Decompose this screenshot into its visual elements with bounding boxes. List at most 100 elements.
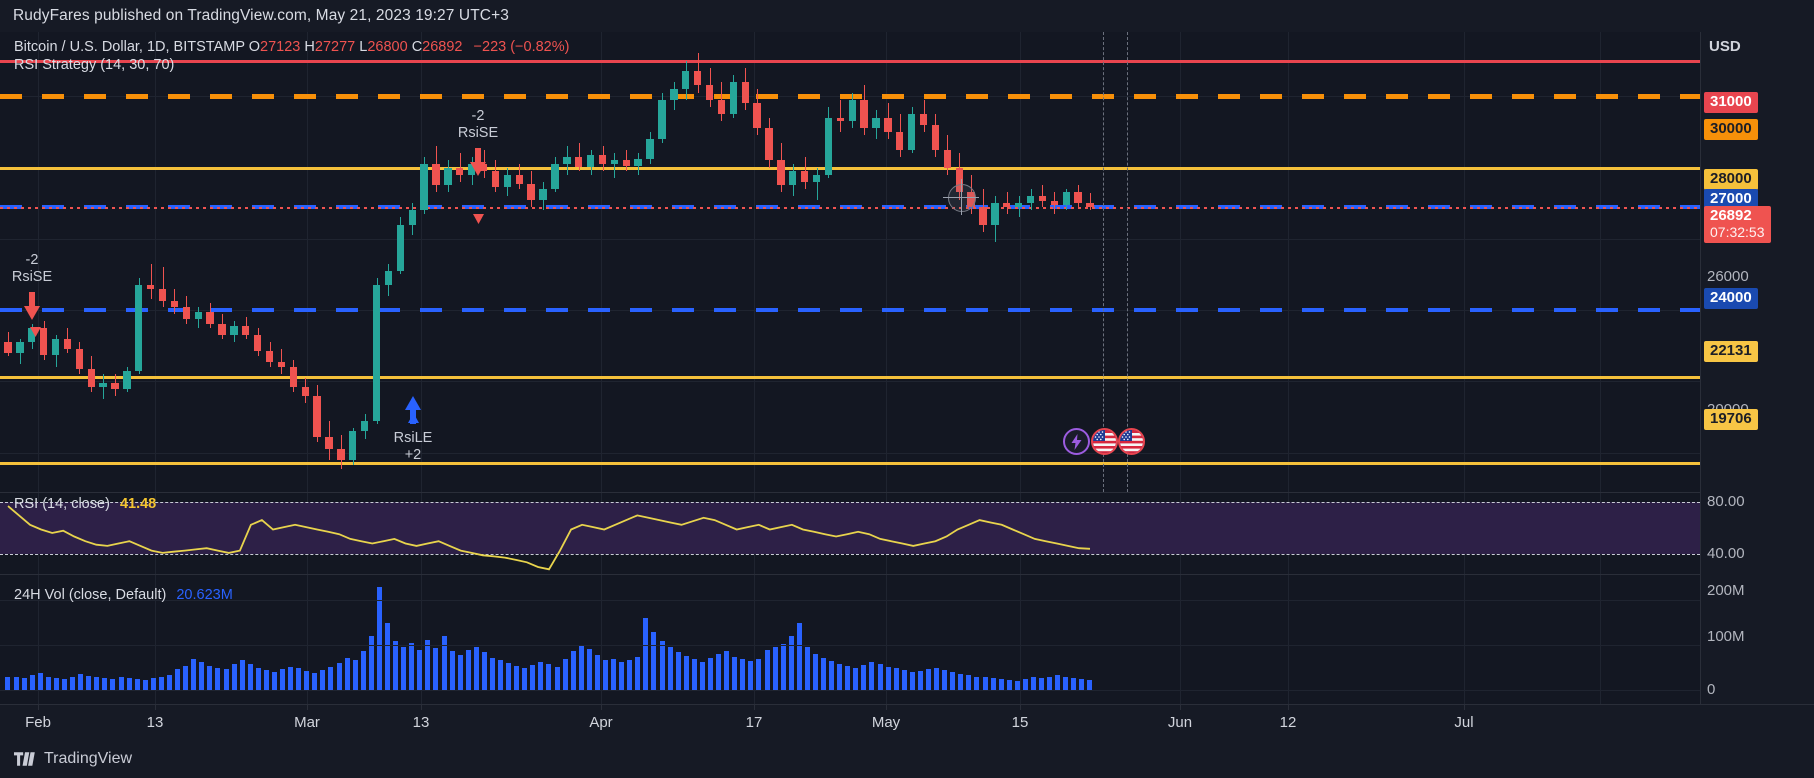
volume-bar — [740, 659, 746, 690]
candle-body — [729, 81, 737, 114]
time-tick — [1020, 705, 1021, 710]
time-tick — [155, 705, 156, 710]
chart-surface[interactable]: -2 RsiSE -2 RsiSE RsiLE +2 Bitcoin / U.S. Dol… — [0, 32, 1814, 704]
volume-bar — [885, 666, 891, 690]
rsi-line — [7, 505, 1091, 571]
time-label-Jun: Jun — [1167, 714, 1193, 731]
tradingview-logo-text: TradingView — [44, 750, 133, 767]
price-line-support[interactable] — [0, 376, 1700, 379]
volume-bar — [909, 672, 915, 690]
candle-body — [432, 163, 440, 186]
volume-bar — [449, 651, 455, 690]
time-label-13: 13 — [412, 714, 430, 731]
price-line-entry2[interactable] — [0, 308, 1700, 312]
lightning-badge[interactable] — [1063, 428, 1090, 455]
volume-bar — [29, 674, 35, 690]
price-line-resistance[interactable] — [0, 60, 1700, 63]
price-pane[interactable]: -2 RsiSE -2 RsiSE RsiLE +2 Bitcoin / U.S. Dol… — [0, 32, 1700, 492]
volume-bar — [94, 677, 100, 690]
session-divider-2 — [1127, 32, 1128, 492]
volume-bar — [554, 666, 560, 690]
candle-body — [146, 285, 155, 289]
price-tag-22131[interactable]: 22131 — [1704, 341, 1758, 362]
price-tag-27000[interactable]: 27000 — [1704, 189, 1758, 210]
price-line-support2[interactable] — [0, 462, 1700, 465]
price-tag-28000[interactable]: 28000 — [1704, 169, 1758, 190]
price-tag-30000[interactable]: 30000 — [1704, 119, 1758, 140]
volume-bar — [514, 665, 520, 690]
time-label-Jul: Jul — [1454, 714, 1474, 731]
volume-bar — [538, 662, 544, 690]
time-axis[interactable]: Feb 13 Mar 13 Apr 17 May 15 Jun 12 Jul — [0, 704, 1814, 741]
footer-bar: TradingView — [0, 740, 1814, 778]
tradingview-logo-icon — [14, 752, 36, 766]
price-legend[interactable]: Bitcoin / U.S. Dollar, 1D, BITSTAMP O271… — [14, 38, 569, 74]
rsi-pane[interactable]: RSI (14, close) 41.48 — [0, 492, 1700, 574]
volume-bar — [150, 678, 156, 690]
gridline-vertical — [601, 32, 602, 704]
volume-bar — [134, 679, 140, 690]
rsi-legend-value: 41.48 — [119, 496, 157, 512]
rsi-legend[interactable]: RSI (14, close) 41.48 — [14, 495, 156, 514]
candle-body — [182, 306, 191, 320]
volume-bar — [659, 640, 665, 690]
volume-bar — [990, 678, 996, 690]
price-tag-24000[interactable]: 24000 — [1704, 288, 1758, 309]
volume-bar — [191, 658, 197, 690]
volume-bar — [473, 646, 479, 690]
crosshair-vertical — [961, 179, 962, 215]
us-flag-badge-1[interactable] — [1091, 428, 1118, 455]
volume-pane[interactable]: 24H Vol (close, Default) 20.623M — [0, 574, 1700, 704]
time-tick — [307, 705, 308, 710]
volume-bar — [465, 649, 471, 690]
candle-body — [1050, 201, 1058, 205]
rsi-short-entry-left-arrow-icon — [24, 292, 40, 320]
legend-low-key: L — [359, 39, 368, 55]
gridline-vertical — [886, 32, 887, 704]
volume-bar — [385, 622, 390, 690]
volume-bar — [837, 663, 843, 690]
candle-body — [39, 327, 48, 355]
volume-bar — [506, 663, 512, 690]
crosshair-circle — [948, 184, 976, 212]
gridline-vertical — [307, 32, 308, 704]
price-axis[interactable]: USD 2600020000 3100030000280002700024000… — [1700, 32, 1814, 704]
volume-bar — [683, 655, 689, 690]
volume-bar — [998, 679, 1004, 690]
volume-bar — [893, 668, 899, 690]
candle-body — [682, 71, 690, 90]
candle-body — [135, 285, 143, 371]
volume-bar — [861, 664, 867, 690]
volume-bar — [675, 652, 681, 690]
volume-bar — [1014, 681, 1020, 690]
current-price-line — [0, 207, 1700, 209]
candle-body — [836, 117, 844, 122]
volume-bar — [304, 671, 310, 690]
price-tag-31000[interactable]: 31000 — [1704, 92, 1758, 113]
volume-legend[interactable]: 24H Vol (close, Default) 20.623M — [14, 586, 233, 605]
volume-bar — [804, 646, 810, 690]
volume-bar — [796, 623, 802, 690]
time-tick — [1288, 705, 1289, 710]
candle-body — [717, 99, 726, 114]
volume-bar — [950, 672, 956, 690]
us-flag-badge-2[interactable] — [1118, 428, 1145, 455]
price-tag-19706[interactable]: 19706 — [1704, 409, 1758, 430]
volume-bar — [974, 676, 980, 690]
candle-body — [289, 367, 298, 387]
volume-bar — [530, 664, 536, 690]
current-price-tag[interactable]: 26892 07:32:53 — [1704, 206, 1771, 243]
rsi-short-entry-right-arrow-icon — [470, 148, 486, 176]
volume-bar — [425, 639, 431, 690]
tradingview-logo[interactable]: TradingView — [14, 750, 132, 768]
candle-body — [206, 311, 214, 325]
volume-bar — [829, 661, 835, 690]
gridline-vertical — [754, 32, 755, 704]
rsi-long-entry-label: RsiLE +2 — [393, 430, 433, 463]
time-tick — [38, 705, 39, 710]
candle-body — [777, 160, 785, 186]
price-line-pivot[interactable] — [0, 167, 1700, 170]
volume-bar — [812, 654, 818, 690]
price-line-take-profit[interactable] — [0, 94, 1700, 99]
